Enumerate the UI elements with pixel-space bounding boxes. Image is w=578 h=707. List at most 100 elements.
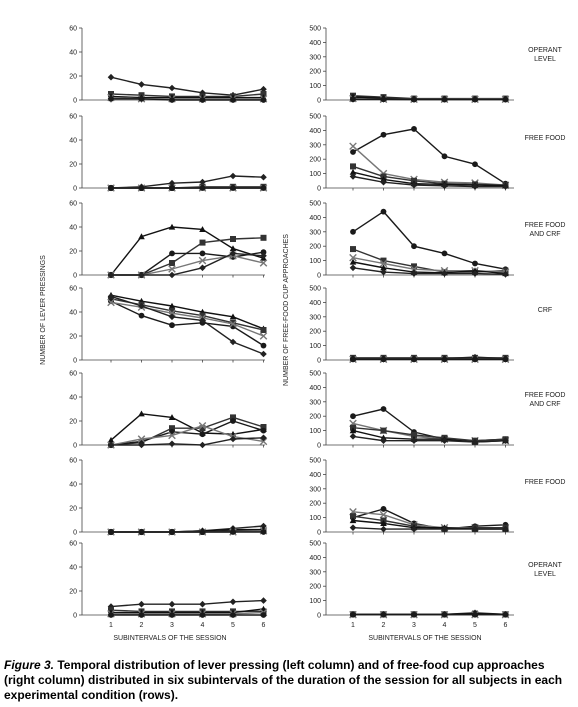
right-panel-7-series-circle-point-3 xyxy=(411,611,417,618)
left-panel-2-y-tick-label-0: 0 xyxy=(73,186,77,193)
right-panel-4-y-tick-label-1: 100 xyxy=(309,343,321,350)
condition-label-row-4-line-1: CRF xyxy=(538,307,552,314)
figure-caption: Figure 3. Temporal distribution of lever… xyxy=(4,658,576,703)
right-panel-2-series-triangle-line xyxy=(352,171,506,187)
left-panel-5-series-x-line xyxy=(110,425,264,446)
right-panel-3-series-diamond-line xyxy=(352,267,506,275)
left-panel-3-series-diamond-point-3 xyxy=(168,271,176,279)
caption-label: Figure 3. xyxy=(4,658,55,672)
left-panel-4-series-x-point-5 xyxy=(229,320,237,328)
condition-label-row-3-line-2: AND CRF xyxy=(529,231,560,238)
left-panel-1-series-diamond-line xyxy=(110,76,264,96)
right-panel-5-series-diamond-point-5 xyxy=(471,438,479,446)
right-panel-1-y-tick-label-5: 500 xyxy=(309,26,321,33)
left-panel-6-series-circle-point-6 xyxy=(260,529,267,535)
condition-label-row-6-line-1: FREE FOOD xyxy=(525,479,566,486)
left-panel-3-series-x-point-6-stroke-b xyxy=(259,259,268,267)
left-panel-3-series-triangle-line xyxy=(110,226,264,276)
left-panel-7-series-diamond-point-5 xyxy=(229,598,237,606)
left-panel-3-series-triangle-point-4 xyxy=(199,226,206,232)
right-panel-5-y-tick-label-2: 200 xyxy=(309,414,321,421)
left-panel-4-series-square-point-6 xyxy=(260,327,267,333)
right-panel-6-series-diamond-point-4 xyxy=(441,525,448,533)
left-panel-7-series-x-line xyxy=(111,611,264,615)
left-panel-4: 0 20 40 60 xyxy=(69,286,268,365)
right-panel-6-series-x-point-2-stroke-b xyxy=(379,510,388,519)
left-panel-3-series-triangle-point-2 xyxy=(138,233,145,240)
left-panel-5-y-tick-label-1: 20 xyxy=(69,419,77,426)
left-panel-1-y-tick-label-2: 40 xyxy=(69,50,77,57)
right-panel-3-series-diamond-point-6 xyxy=(502,270,509,278)
right-x-tick-label-3: 3 xyxy=(412,622,416,629)
right-x-axis-label: SUBINTERVALS OF THE SESSION xyxy=(368,635,481,642)
left-panel-2-series-diamond-line xyxy=(110,175,264,189)
right-panel-3-series-circle-point-4 xyxy=(441,250,448,257)
left-panel-5-series-x-point-6-stroke-b xyxy=(259,437,268,446)
left-panel-3-y-tick-label-0: 0 xyxy=(73,273,77,280)
left-panel-3-series-triangle-point-5 xyxy=(229,245,237,252)
right-panel-2-series-x-point-1-stroke-b xyxy=(349,142,357,151)
left-panel-5-series-diamond-point-1 xyxy=(107,441,115,449)
left-panel-1-series-circle-point-2 xyxy=(138,95,145,102)
left-panel-4-y-tick-label-0: 0 xyxy=(73,358,77,365)
right-panel-3-series-square-point-1 xyxy=(350,246,356,253)
right-panel-3-series-diamond-point-2 xyxy=(380,268,387,276)
right-panel-1-series-circle-point-1 xyxy=(350,96,356,103)
right-panel-3-series-diamond-point-1 xyxy=(349,264,357,272)
left-panel-5-series-diamond-point-2 xyxy=(138,441,145,449)
right-panel-5: 0 100 200 300 400 500 xyxy=(309,371,514,450)
right-panel-7-y-tick-label-1: 100 xyxy=(309,598,321,605)
left-panel-5-series-diamond-point-6 xyxy=(260,434,267,442)
right-panel-7: 0 100 200 300 400 500 xyxy=(309,541,514,620)
right-panel-3: 0 100 200 300 400 500 xyxy=(309,201,514,280)
left-panel-5-series-x-point-2 xyxy=(137,435,146,443)
left-panel-2-series-circle-point-6 xyxy=(260,185,267,191)
right-panel-3-series-circle-point-1 xyxy=(350,228,356,235)
left-panel-4-series-square-point-5 xyxy=(230,319,236,326)
right-panel-3-y-tick-label-0: 0 xyxy=(317,273,321,280)
right-panel-2-series-triangle-point-1 xyxy=(349,168,357,175)
right-panel-3-y-tick-label-2: 200 xyxy=(309,244,321,251)
left-panel-3-series-x-point-3-stroke-b xyxy=(168,265,176,273)
right-panel-4-series-circle-point-3 xyxy=(411,356,417,363)
right-panel-1-y-tick-label-3: 300 xyxy=(309,54,321,61)
left-panel-3-series-x-point-3 xyxy=(168,265,176,273)
right-panel-3-y-tick-label-3: 300 xyxy=(309,229,321,236)
right-panel-4: 0 100 200 300 400 500 xyxy=(309,286,514,365)
left-panel-5-series-triangle-point-3 xyxy=(168,414,176,420)
right-panel-5-y-tick-label-0: 0 xyxy=(317,443,321,450)
left-panel-2-series-circle-point-4 xyxy=(199,185,206,191)
left-panel-2-series-circle-point-5 xyxy=(230,185,236,191)
right-panel-2-series-x-point-1 xyxy=(349,142,357,151)
figure-panels: 0204060020406002040600204060020406002040… xyxy=(40,26,566,643)
right-panel-2-series-circle-point-2 xyxy=(380,131,387,138)
left-panel-3-series-diamond-line xyxy=(111,252,264,276)
left-panel-1-series-diamond-point-6 xyxy=(260,85,267,93)
right-panel-3-series-circle-point-3 xyxy=(411,243,417,250)
right-panel-2-series-diamond-line xyxy=(352,175,506,188)
left-panel-3-series-diamond-point-1 xyxy=(107,271,115,279)
right-panel-4-y-tick-label-5: 500 xyxy=(309,286,321,293)
condition-label-row-7-line-1: OPERANT xyxy=(528,562,563,569)
right-x-tick-label-2: 2 xyxy=(382,622,386,629)
right-panel-3-series-circle-line xyxy=(352,210,506,270)
left-panel-7-series-diamond-point-4 xyxy=(199,600,206,608)
right-panel-2-series-diamond-point-6 xyxy=(502,183,509,190)
left-panel-4-series-diamond-point-4 xyxy=(199,317,206,324)
left-panel-7-series-diamond-point-2 xyxy=(138,600,145,608)
right-panel-4-series-circle-point-6 xyxy=(502,356,509,363)
right-panel-5-series-square-point-2 xyxy=(380,427,387,434)
right-panel-5-y-tick-label-3: 300 xyxy=(309,399,321,406)
right-panel-5-series-diamond-point-6 xyxy=(502,437,509,444)
right-panel-6-series-triangle-point-1 xyxy=(349,517,357,524)
left-panel-3-series-diamond-point-2 xyxy=(138,271,145,279)
right-panel-5-series-square-point-3 xyxy=(411,431,417,438)
left-panel-3-series-circle-point-6 xyxy=(260,249,267,256)
left-panel-1-series-diamond-point-2 xyxy=(138,81,145,88)
right-panel-7-series-circle-point-6 xyxy=(502,611,509,618)
left-panel-1-series-circle-line xyxy=(111,98,264,101)
left-panel-1-series-circle-point-6 xyxy=(260,97,267,103)
right-panel-6-y-tick-label-0: 0 xyxy=(317,530,321,537)
right-panel-5-series-square-line xyxy=(352,427,506,442)
left-panel-1-series-square-point-6 xyxy=(260,91,267,97)
